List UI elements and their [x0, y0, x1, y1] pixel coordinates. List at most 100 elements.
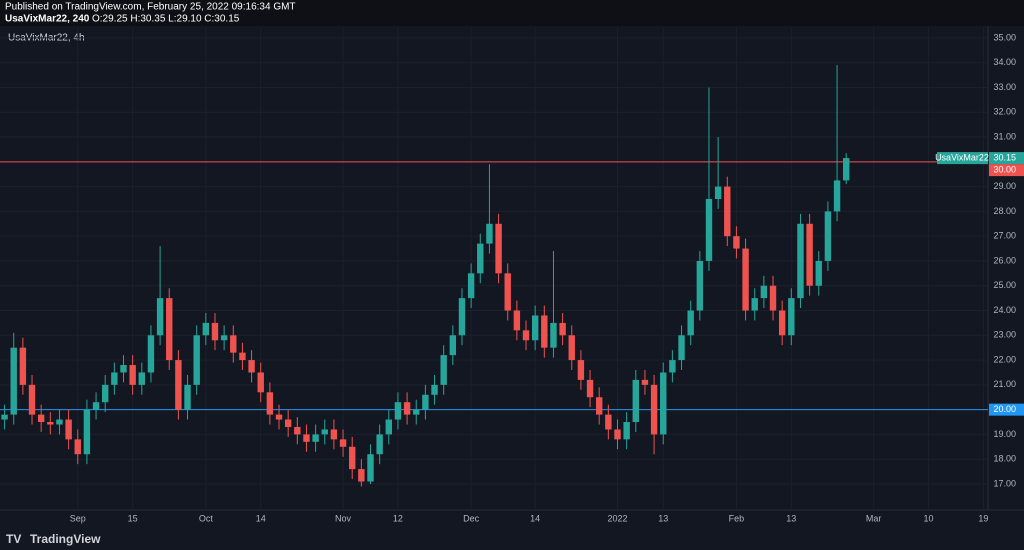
y-tick-label: 25.00: [993, 280, 1016, 290]
candle-body: [751, 298, 758, 311]
candle-body: [815, 260, 822, 286]
candle-body: [47, 422, 54, 425]
candle-body: [568, 335, 575, 361]
candle-body: [321, 429, 328, 435]
candle-body: [403, 402, 411, 415]
candle-body: [742, 248, 749, 311]
y-tick-label: 19.00: [993, 429, 1016, 439]
brand: TradingView: [30, 532, 101, 546]
last-name-tag: [937, 152, 988, 165]
candle-body: [175, 360, 182, 410]
candle-body: [559, 322, 566, 336]
y-tick-label: 22.00: [993, 354, 1016, 364]
candle-body: [660, 372, 667, 435]
x-tick-label: Oct: [199, 513, 214, 523]
candle-body: [248, 360, 255, 373]
candle-body: [788, 298, 795, 336]
candle-body: [10, 347, 17, 415]
candle-body: [724, 186, 731, 237]
candle-body: [303, 434, 310, 442]
candle-body: [202, 322, 210, 336]
candle-body: [376, 434, 383, 455]
candle-body: [1, 414, 8, 420]
candle-body: [19, 347, 27, 385]
x-tick-label: Sep: [70, 513, 86, 523]
candle-body: [714, 186, 722, 199]
last-price-tag: [989, 152, 1024, 165]
candle-body: [56, 419, 63, 425]
x-tick-label: 14: [530, 513, 540, 523]
candle-body: [74, 439, 81, 455]
candle-body: [806, 223, 813, 286]
y-tick-label: 32.00: [993, 107, 1016, 117]
candle-body: [257, 372, 264, 393]
candle-body: [577, 360, 585, 380]
candle-body: [431, 384, 438, 395]
y-tick-label: 34.00: [993, 57, 1016, 67]
y-tick-label: 29.00: [993, 181, 1016, 191]
candle-body: [156, 298, 164, 336]
candle-body: [166, 298, 173, 361]
y-tick-label: 23.00: [993, 330, 1016, 340]
x-tick-label: 13: [786, 513, 796, 523]
candle-body: [65, 419, 72, 440]
candle-body: [605, 414, 612, 430]
y-tick-label: 35.00: [993, 32, 1016, 42]
candle-body: [669, 360, 676, 373]
y-tick-label: 18.00: [993, 454, 1016, 464]
y-tick-label: 17.00: [993, 478, 1016, 488]
y-tick-label: 24.00: [993, 305, 1016, 315]
ohlc: O:29.25 H:30.35 L:29.10 C:30.15: [92, 14, 240, 25]
brand-logo: TV: [6, 532, 21, 546]
y-tick-label: 31.00: [993, 131, 1016, 141]
last-name: UsaVixMar22: [935, 152, 989, 162]
candle-body: [504, 273, 511, 311]
hline-tag: [989, 164, 1024, 177]
candle-body: [220, 335, 228, 341]
candle-body: [531, 315, 539, 341]
candle-body: [797, 223, 804, 299]
candle-body: [440, 355, 447, 385]
candle-body: [284, 419, 292, 427]
x-tick-label: Nov: [335, 513, 352, 523]
candle-body: [28, 384, 36, 415]
symbol: UsaVixMar22, 240: [5, 14, 90, 25]
candle-body: [541, 315, 548, 348]
candle-body: [367, 454, 374, 482]
candle-body: [193, 335, 200, 385]
candle-body: [102, 384, 109, 403]
candle-body: [339, 439, 347, 447]
candle-body: [733, 236, 740, 249]
candle-body: [92, 402, 100, 410]
candle-body: [632, 379, 639, 423]
y-tick-label: 28.00: [993, 206, 1016, 216]
x-tick-label: 10: [924, 513, 934, 523]
candle-body: [513, 310, 521, 331]
candle-body: [678, 335, 685, 361]
y-tick-label: 27.00: [993, 231, 1016, 241]
hline-label: 30.00: [993, 164, 1016, 174]
x-tick-label: 15: [128, 513, 138, 523]
header-bar: [0, 0, 1024, 26]
candle-body: [275, 414, 283, 420]
candle-body: [769, 285, 777, 311]
candle-body: [138, 372, 145, 385]
candle-body: [394, 402, 402, 420]
candle-body: [120, 365, 127, 373]
candle-body: [239, 352, 246, 361]
x-tick-label: 2022: [607, 513, 627, 523]
candle-body: [458, 298, 466, 336]
candle-body: [614, 429, 621, 440]
candle-body: [413, 409, 420, 415]
last-price: 30.15: [993, 152, 1016, 162]
candle-body: [550, 322, 557, 348]
candle-body: [330, 429, 338, 440]
candle-body: [843, 158, 850, 181]
candle-body: [294, 426, 301, 435]
candle-body: [385, 419, 392, 435]
candle-body: [650, 384, 658, 435]
candle-body: [623, 422, 630, 440]
candle-body: [486, 223, 493, 244]
candle-body: [230, 335, 237, 353]
